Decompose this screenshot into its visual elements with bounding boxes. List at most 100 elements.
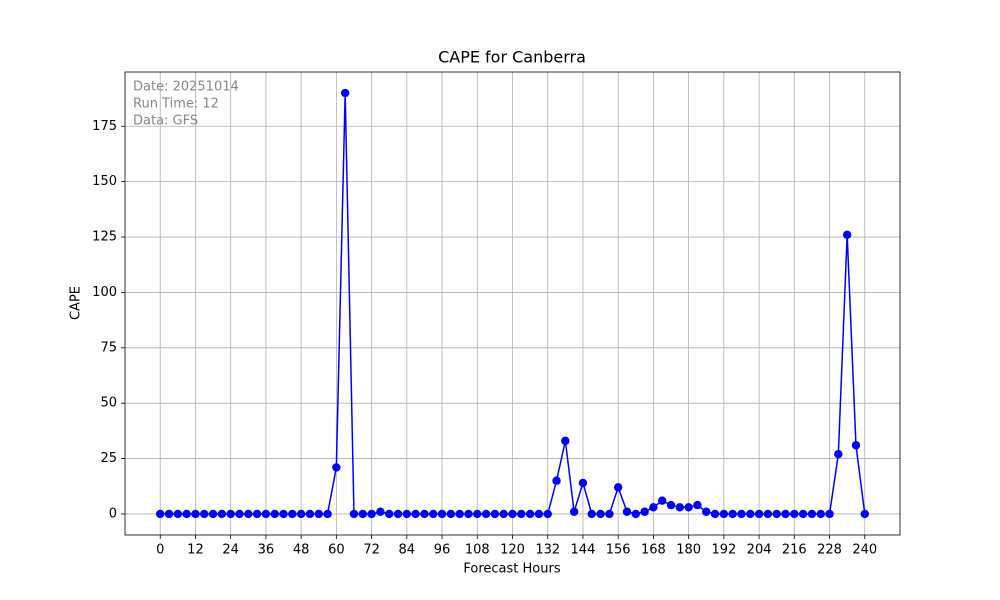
marker [208, 509, 218, 519]
marker [340, 88, 350, 98]
marker [156, 509, 165, 519]
marker [825, 509, 834, 519]
marker [437, 509, 447, 519]
marker [596, 509, 605, 519]
marker [508, 509, 517, 519]
marker [737, 509, 746, 519]
marker [693, 500, 702, 510]
x-tick-label: 180 [676, 543, 701, 558]
marker [305, 509, 315, 519]
marker [270, 509, 279, 519]
marker [710, 509, 720, 519]
marker [552, 476, 561, 485]
marker [429, 509, 438, 519]
marker [684, 503, 693, 512]
marker [446, 509, 456, 519]
marker [420, 509, 429, 519]
x-tick-label: 204 [747, 543, 772, 558]
marker [746, 509, 755, 519]
x-tick-label: 0 [156, 543, 164, 558]
marker [798, 509, 808, 519]
marker [719, 509, 729, 519]
marker [517, 509, 526, 519]
y-tick-label: 25 [100, 451, 117, 466]
x-tick-label: 108 [465, 543, 490, 558]
marker [376, 507, 385, 516]
marker [807, 509, 817, 519]
x-tick-label: 60 [328, 543, 345, 558]
y-tick-label: 175 [92, 119, 117, 134]
marker [314, 509, 323, 519]
marker [578, 478, 588, 488]
marker [640, 507, 649, 516]
x-tick-label: 132 [535, 543, 560, 558]
y-tick-label: 50 [100, 396, 117, 411]
x-tick-label: 120 [500, 543, 525, 558]
marker [534, 509, 544, 519]
x-tick-label: 156 [606, 543, 631, 558]
marker [851, 441, 861, 450]
marker [860, 509, 869, 519]
marker [499, 509, 508, 519]
marker [385, 509, 394, 519]
x-tick-label: 36 [258, 543, 275, 558]
marker [191, 509, 200, 519]
marker [252, 509, 262, 519]
marker [622, 507, 632, 516]
x-tick-label: 72 [363, 543, 380, 558]
x-tick-label: 240 [852, 543, 877, 558]
marker [411, 509, 420, 519]
marker [402, 509, 412, 519]
x-tick-label: 144 [571, 543, 596, 558]
x-axis-label: Forecast Hours [463, 562, 560, 577]
y-tick-label: 125 [92, 230, 117, 245]
marker [182, 509, 191, 519]
marker [455, 509, 464, 519]
x-tick-label: 12 [187, 543, 204, 558]
plot-frame [124, 71, 901, 536]
x-tick-label: 228 [817, 543, 842, 558]
marker [790, 509, 799, 519]
annotation: Run Time: 12 [133, 97, 219, 112]
marker [569, 507, 579, 516]
marker [226, 509, 235, 519]
marker [613, 483, 623, 492]
marker [473, 509, 482, 519]
marker [173, 509, 183, 519]
annotation: Date: 20251014 [133, 80, 239, 95]
marker [834, 449, 843, 459]
y-tick-label: 150 [92, 174, 117, 189]
marker [490, 509, 500, 519]
x-tick-label: 48 [293, 543, 310, 558]
x-tick-label: 96 [434, 543, 451, 558]
x-tick-label: 168 [641, 543, 666, 558]
y-tick-label: 0 [109, 506, 117, 521]
marker [323, 509, 332, 519]
marker [816, 509, 825, 519]
x-tick-label: 192 [711, 543, 736, 558]
marker [393, 509, 403, 519]
y-tick-label: 100 [92, 285, 117, 300]
marker [658, 496, 667, 505]
marker [666, 500, 676, 510]
marker [781, 509, 790, 519]
marker [358, 509, 367, 519]
marker [349, 509, 359, 519]
marker [367, 509, 376, 519]
y-tick-label: 75 [100, 340, 117, 355]
marker [772, 509, 781, 519]
marker [481, 509, 491, 519]
marker [464, 509, 473, 519]
chart-title: CAPE for Canberra [438, 48, 586, 67]
marker [200, 509, 209, 519]
marker [842, 230, 852, 240]
y-axis-label: CAPE [69, 286, 84, 320]
marker [543, 509, 552, 519]
marker [279, 509, 288, 519]
marker [702, 507, 711, 516]
marker [235, 509, 244, 519]
annotation: Data: GFS [133, 114, 198, 129]
marker [675, 503, 685, 512]
marker [296, 509, 306, 519]
